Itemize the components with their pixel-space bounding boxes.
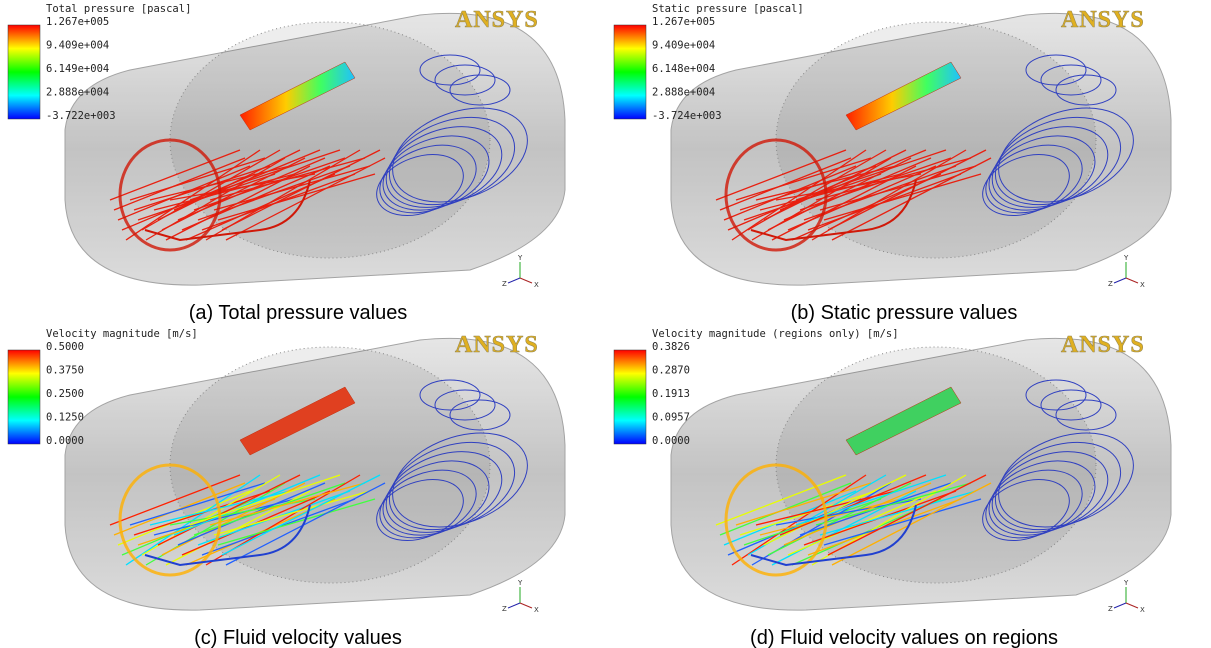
legend-label: 6.149e+004	[46, 63, 109, 75]
axis-label: Y	[1123, 254, 1129, 262]
axis-label: Y	[517, 579, 523, 587]
axis-x	[520, 603, 532, 608]
legend-label: 1.267e+005	[46, 16, 109, 28]
legend-title: Velocity magnitude [m/s]	[46, 328, 198, 340]
legend-label: 0.2500	[46, 388, 84, 400]
legend-label: 0.0000	[46, 435, 84, 447]
axis-label: X	[534, 281, 539, 289]
legend-label: 0.2870	[652, 365, 690, 377]
legend-label: 0.3826	[652, 341, 690, 353]
legend-bar	[8, 25, 40, 119]
legend-label: 2.888e+004	[652, 87, 715, 99]
legend-label: 6.148e+004	[652, 63, 715, 75]
legend-label: -3.722e+003	[46, 110, 116, 122]
panel: Static pressure [pascal]1.267e+005 9.409e…	[614, 3, 1171, 324]
caption: (c) Fluid velocity values	[194, 627, 402, 648]
legend-label: 0.1913	[652, 388, 690, 400]
axis-label: Y	[517, 254, 523, 262]
axis-z	[508, 603, 520, 608]
axis-z	[1114, 278, 1126, 283]
axis-label: Z	[1108, 605, 1113, 613]
legend-title: Total pressure [pascal]	[46, 3, 191, 15]
axis-label: Y	[1123, 579, 1129, 587]
legend-label: 9.409e+004	[652, 40, 715, 52]
caption: (d) Fluid velocity values on regions	[750, 627, 1058, 648]
legend-bar	[8, 350, 40, 444]
axis-x	[1126, 603, 1138, 608]
legend-label: 0.0957	[652, 412, 690, 424]
legend-bar	[614, 350, 646, 444]
logo: ANSYS	[455, 7, 539, 33]
caption: (b) Static pressure values	[791, 302, 1018, 324]
legend-label: 9.409e+004	[46, 40, 109, 52]
panel: Total pressure [pascal]1.267e+005 9.409e+…	[8, 3, 565, 324]
axis-x	[520, 278, 532, 283]
logo: ANSYS	[1061, 7, 1145, 33]
inner-chamber	[776, 347, 1096, 583]
logo: ANSYS	[1061, 332, 1145, 358]
axis-label: X	[534, 606, 539, 614]
legend-label: 2.888e+004	[46, 87, 109, 99]
inner-chamber	[170, 347, 490, 583]
panel: Velocity magnitude (regions only) [m/s]0…	[614, 328, 1171, 648]
axis-z	[1114, 603, 1126, 608]
logo: ANSYS	[455, 332, 539, 358]
axis-z	[508, 278, 520, 283]
legend-label: 0.3750	[46, 365, 84, 377]
axis-label: Z	[502, 280, 507, 288]
axis-x	[1126, 278, 1138, 283]
axis-label: X	[1140, 606, 1145, 614]
axis-label: Z	[502, 605, 507, 613]
legend-label: -3.724e+003	[652, 110, 722, 122]
legend-label: 1.267e+005	[652, 16, 715, 28]
legend-label: 0.1250	[46, 412, 84, 424]
legend-title: Static pressure [pascal]	[652, 3, 804, 15]
caption: (a) Total pressure values	[189, 302, 408, 324]
axis-label: X	[1140, 281, 1145, 289]
figure: Total pressure [pascal]1.267e+0059.409e+…	[0, 0, 1211, 648]
axis-label: Z	[1108, 280, 1113, 288]
legend-bar	[614, 25, 646, 119]
inner-chamber	[170, 22, 490, 258]
inner-chamber	[776, 22, 1096, 258]
legend-title: Velocity magnitude (regions only) [m/s]	[652, 328, 899, 340]
panel: Velocity magnitude [m/s]0.5000 0.3750 0.25…	[8, 328, 565, 648]
legend-label: 0.0000	[652, 435, 690, 447]
legend-label: 0.5000	[46, 341, 84, 353]
